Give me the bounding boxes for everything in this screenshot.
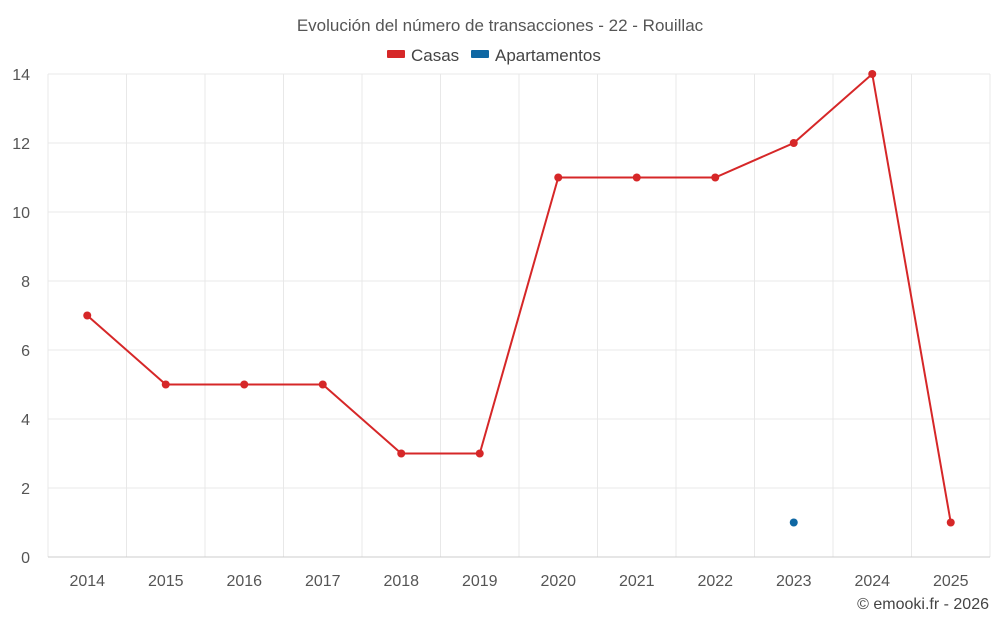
legend-item-casas[interactable]: Casas xyxy=(387,46,459,65)
x-tick-label: 2022 xyxy=(697,573,733,590)
series-apartamentos xyxy=(789,518,798,527)
y-tick-label: 2 xyxy=(21,481,30,498)
data-point-casas-2017[interactable] xyxy=(318,380,327,389)
x-axis-ticks: 2014 2015 2016 2017 2018 2019 2020 2021 2022 2023… xyxy=(69,573,968,590)
gridlines xyxy=(47,73,991,558)
x-tick-label: 2021 xyxy=(619,573,655,590)
x-tick-label: 2019 xyxy=(462,573,498,590)
series xyxy=(83,70,955,527)
y-axis-ticks: 0 2 4 6 8 10 12 14 xyxy=(12,67,30,567)
data-point-casas-2020[interactable] xyxy=(554,173,563,182)
x-tick-label: 2025 xyxy=(933,573,969,590)
series-casas xyxy=(83,70,955,527)
data-point-apartamentos-2023[interactable] xyxy=(789,518,798,527)
series-line-casas xyxy=(86,72,952,523)
x-tick-label: 2020 xyxy=(540,573,576,590)
x-tick-label: 2017 xyxy=(305,573,341,590)
legend-label-casas: Casas xyxy=(411,46,459,65)
legend-label-apartamentos: Apartamentos xyxy=(495,46,601,65)
data-point-casas-2016[interactable] xyxy=(240,380,249,389)
x-tick-label: 2015 xyxy=(148,573,184,590)
y-tick-label: 0 xyxy=(21,550,30,567)
data-point-casas-2015[interactable] xyxy=(161,380,170,389)
data-point-casas-2018[interactable] xyxy=(397,449,406,458)
legend-item-apartamentos[interactable]: Apartamentos xyxy=(471,46,601,65)
y-tick-label: 8 xyxy=(21,274,30,291)
x-tick-label: 2016 xyxy=(226,573,262,590)
x-tick-label: 2023 xyxy=(776,573,812,590)
data-point-casas-2021[interactable] xyxy=(632,173,641,182)
legend-swatch-casas xyxy=(387,50,405,58)
y-tick-label: 12 xyxy=(12,136,30,153)
legend-swatch-apartamentos xyxy=(471,50,489,58)
credit-text: © emooki.fr - 2026 xyxy=(857,596,989,613)
data-point-casas-2023[interactable] xyxy=(789,139,798,147)
data-point-casas-2025[interactable] xyxy=(946,518,955,527)
data-point-casas-2024[interactable] xyxy=(868,70,877,78)
y-tick-label: 10 xyxy=(12,205,30,222)
data-point-casas-2022[interactable] xyxy=(711,173,720,182)
x-tick-label: 2018 xyxy=(383,573,419,590)
data-point-casas-2019[interactable] xyxy=(475,449,484,458)
data-point-casas-2014[interactable] xyxy=(83,311,92,320)
x-tick-label: 2024 xyxy=(854,573,890,590)
legend: Casas Apartamentos xyxy=(387,46,601,65)
chart-title: Evolución del número de transacciones - … xyxy=(297,16,704,35)
y-tick-label: 6 xyxy=(21,343,30,360)
y-tick-label: 14 xyxy=(12,67,30,84)
y-tick-label: 4 xyxy=(21,412,30,429)
x-tick-label: 2014 xyxy=(69,573,105,590)
